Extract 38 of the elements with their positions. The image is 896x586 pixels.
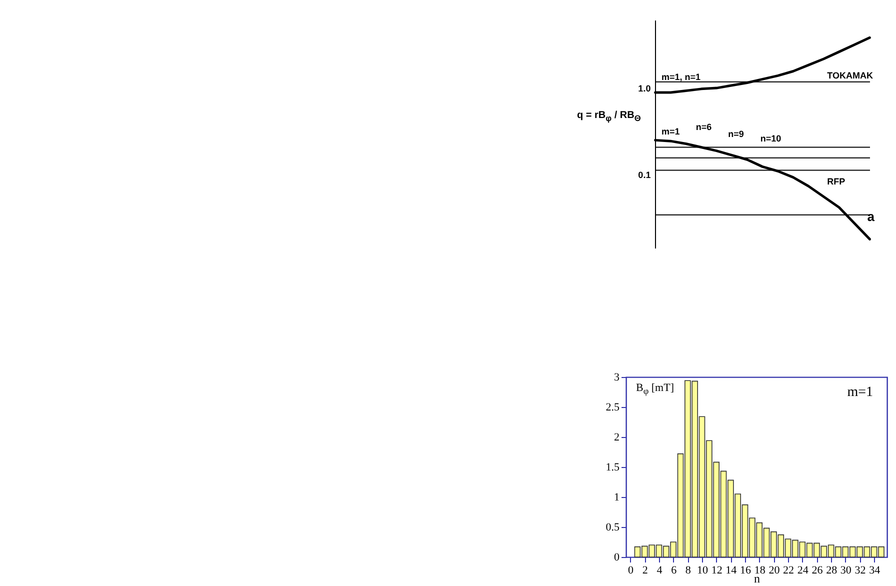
x-tick-label: 24 bbox=[797, 564, 809, 576]
annotation: m=1, n=1 bbox=[661, 72, 700, 82]
x-tick-label: 26 bbox=[812, 564, 824, 576]
text: 0.1 bbox=[638, 170, 651, 180]
x-tick-label: 32 bbox=[854, 564, 866, 576]
y-axis-title: B$_{φ}$ [mT] bbox=[636, 382, 674, 396]
text: 1.0 bbox=[638, 83, 651, 94]
annotation: m=1 bbox=[661, 126, 680, 137]
x-tick-label: 6 bbox=[671, 564, 678, 576]
y-tick-label: 3 bbox=[614, 372, 620, 384]
x-tick-label: 30 bbox=[840, 564, 852, 576]
x-tick-label: 0 bbox=[628, 564, 634, 576]
x-tick-label: 14 bbox=[726, 564, 738, 576]
y-tick-label: 0 bbox=[614, 552, 620, 564]
y-axis-title: q = rB$_{φ}$ / RB$_{Θ}$ bbox=[577, 110, 641, 123]
x-tick-label: 28 bbox=[826, 564, 838, 576]
x-tick-label: 12 bbox=[711, 564, 722, 576]
x-tick-label: 8 bbox=[685, 564, 692, 576]
y-tick-label: 0.5 bbox=[606, 522, 620, 534]
y-tick-label: 2 bbox=[614, 432, 620, 444]
annotation: n=10 bbox=[760, 134, 782, 144]
x-tick-label: 34 bbox=[869, 564, 881, 576]
x-tick-label: 16 bbox=[740, 564, 752, 576]
x-tick-label: 20 bbox=[768, 564, 780, 576]
x-tick-label: 4 bbox=[656, 564, 663, 576]
series-label: TOKAMAK bbox=[827, 70, 874, 80]
y-tick-label: 2.5 bbox=[606, 402, 620, 414]
x-tick-label: 18 bbox=[754, 564, 766, 576]
y-tick-label: 1 bbox=[614, 492, 620, 504]
x-tick-label: 22 bbox=[783, 564, 794, 576]
y-tick-label: 1.5 bbox=[606, 462, 620, 474]
x-tick-label: 10 bbox=[697, 564, 709, 576]
annotation: n=9 bbox=[728, 129, 744, 139]
x-axis-title: a bbox=[867, 208, 876, 224]
series-label: RFP bbox=[827, 176, 846, 186]
annotation: m=1 bbox=[847, 385, 873, 400]
x-tick-label: 2 bbox=[642, 564, 648, 576]
annotation: n=6 bbox=[696, 122, 712, 132]
